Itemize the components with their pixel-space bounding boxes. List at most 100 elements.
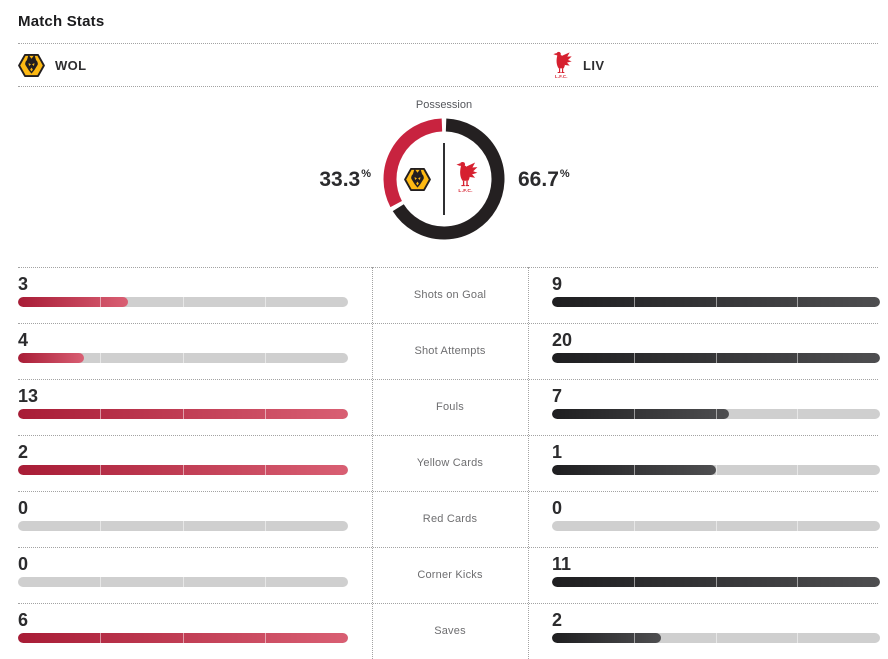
home-stat-cell: 4 <box>18 323 348 363</box>
away-stat-bar <box>552 521 880 531</box>
bar-segment-dividers <box>552 633 880 643</box>
possession-home-value: 33.3 <box>319 167 361 191</box>
away-stat-value: 7 <box>552 386 563 406</box>
away-stat-cell: 1 <box>552 435 880 475</box>
away-stat-cell: 7 <box>552 379 880 419</box>
home-stat-cell: 2 <box>18 435 348 475</box>
stat-label: Yellow Cards <box>416 457 484 469</box>
bar-segment-dividers <box>18 297 348 307</box>
bar-segment-dividers <box>552 577 880 587</box>
away-stat-cell: 2 <box>552 603 880 643</box>
stats-divider-right <box>528 267 529 659</box>
home-stat-value: 6 <box>18 610 29 630</box>
stat-row: 2 Yellow Cards 1 <box>0 435 888 491</box>
home-stat-value: 4 <box>18 330 29 350</box>
home-stat-cell: 6 <box>18 603 348 643</box>
wolves-crest-icon <box>404 168 431 191</box>
possession-arc-home <box>383 118 443 208</box>
home-stat-bar <box>18 465 348 475</box>
stat-label: Red Cards <box>422 513 478 525</box>
away-stat-bar <box>552 633 880 643</box>
home-stat-value: 13 <box>18 386 39 406</box>
bar-segment-dividers <box>18 521 348 531</box>
bar-segment-dividers <box>552 521 880 531</box>
home-stat-value: 0 <box>18 498 29 518</box>
away-stat-cell: 20 <box>552 323 880 363</box>
stat-label: Corner Kicks <box>417 569 483 581</box>
stat-label: Shots on Goal <box>413 289 487 301</box>
stats-divider-left <box>372 267 373 659</box>
away-stat-cell: 11 <box>552 547 880 587</box>
home-stat-bar <box>18 353 348 363</box>
home-stat-value: 2 <box>18 442 29 462</box>
away-stat-value: 0 <box>552 498 563 518</box>
stat-label-cell: Fouls <box>372 379 528 435</box>
away-stat-bar <box>552 577 880 587</box>
liverpool-logo-text: L.F.C. <box>458 188 473 193</box>
bar-segment-dividers <box>18 633 348 643</box>
possession-title: Possession <box>415 99 473 111</box>
title-bar: Match Stats <box>0 0 888 43</box>
bar-segment-dividers <box>552 409 880 419</box>
stat-label: Fouls <box>436 401 464 413</box>
stats-rows: 3 Shots on Goal 9 4 Shot Attempts <box>0 267 888 659</box>
possession-donut: L.F.C. <box>383 118 505 240</box>
bar-segment-dividers <box>552 465 880 475</box>
home-stat-bar <box>18 409 348 419</box>
team-away-abbrev: LIV <box>583 57 605 73</box>
liverpool-logo-text: L.F.C. <box>555 74 568 79</box>
stat-row: 13 Fouls 7 <box>0 379 888 435</box>
home-stat-value: 0 <box>18 554 29 574</box>
liverpool-liver-bird-icon: L.F.C. <box>456 161 478 193</box>
possession-away-unit: % <box>559 167 570 180</box>
home-stat-cell: 3 <box>18 267 348 307</box>
possession-home-unit: % <box>361 167 371 180</box>
possession-arc-away <box>392 118 505 240</box>
home-stat-value: 3 <box>18 274 29 294</box>
home-stat-bar <box>18 521 348 531</box>
bar-segment-dividers <box>552 297 880 307</box>
possession-home-pct: 33.3% <box>319 167 371 191</box>
team-header: WOL L.F.C. LIV <box>0 43 888 87</box>
stat-label-cell: Yellow Cards <box>372 435 528 491</box>
possession-away-pct: 66.7% <box>518 167 570 191</box>
away-stat-bar <box>552 465 880 475</box>
away-stat-value: 1 <box>552 442 563 462</box>
away-stat-value: 9 <box>552 274 563 294</box>
stats-table: 3 Shots on Goal 9 4 Shot Attempts <box>0 267 888 659</box>
possession-away-value: 66.7 <box>518 167 559 191</box>
away-stat-value: 11 <box>552 554 572 574</box>
stat-label-cell: Red Cards <box>372 491 528 547</box>
away-stat-bar <box>552 409 880 419</box>
wolves-crest-icon <box>18 53 45 77</box>
stat-label: Saves <box>434 625 466 637</box>
away-stat-bar <box>552 297 880 307</box>
team-home-abbrev: WOL <box>55 57 87 73</box>
stat-row: 0 Corner Kicks 11 <box>0 547 888 603</box>
bar-segment-dividers <box>18 353 348 363</box>
bar-segment-dividers <box>552 353 880 363</box>
possession-donut-chart <box>383 118 505 240</box>
stat-row: 6 Saves 2 <box>0 603 888 659</box>
stat-label-cell: Corner Kicks <box>372 547 528 603</box>
bar-segment-dividers <box>18 465 348 475</box>
away-stat-cell: 0 <box>552 491 880 531</box>
donut-center-divider <box>443 143 445 215</box>
bar-segment-dividers <box>18 409 348 419</box>
stat-label-cell: Shots on Goal <box>372 267 528 323</box>
home-stat-cell: 0 <box>18 547 348 587</box>
stat-row: 3 Shots on Goal 9 <box>0 267 888 323</box>
possession-section: Possession 33.3% <box>0 87 888 267</box>
away-stat-value: 2 <box>552 610 563 630</box>
stat-row: 4 Shot Attempts 20 <box>0 323 888 379</box>
away-stat-value: 20 <box>552 330 573 350</box>
bar-segment-dividers <box>18 577 348 587</box>
home-stat-bar <box>18 577 348 587</box>
stat-label-cell: Shot Attempts <box>372 323 528 379</box>
away-stat-cell: 9 <box>552 267 880 307</box>
away-stat-bar <box>552 353 880 363</box>
stat-row: 0 Red Cards 0 <box>0 491 888 547</box>
stat-label: Shot Attempts <box>414 345 486 357</box>
home-stat-bar <box>18 633 348 643</box>
home-stat-cell: 13 <box>18 379 348 419</box>
